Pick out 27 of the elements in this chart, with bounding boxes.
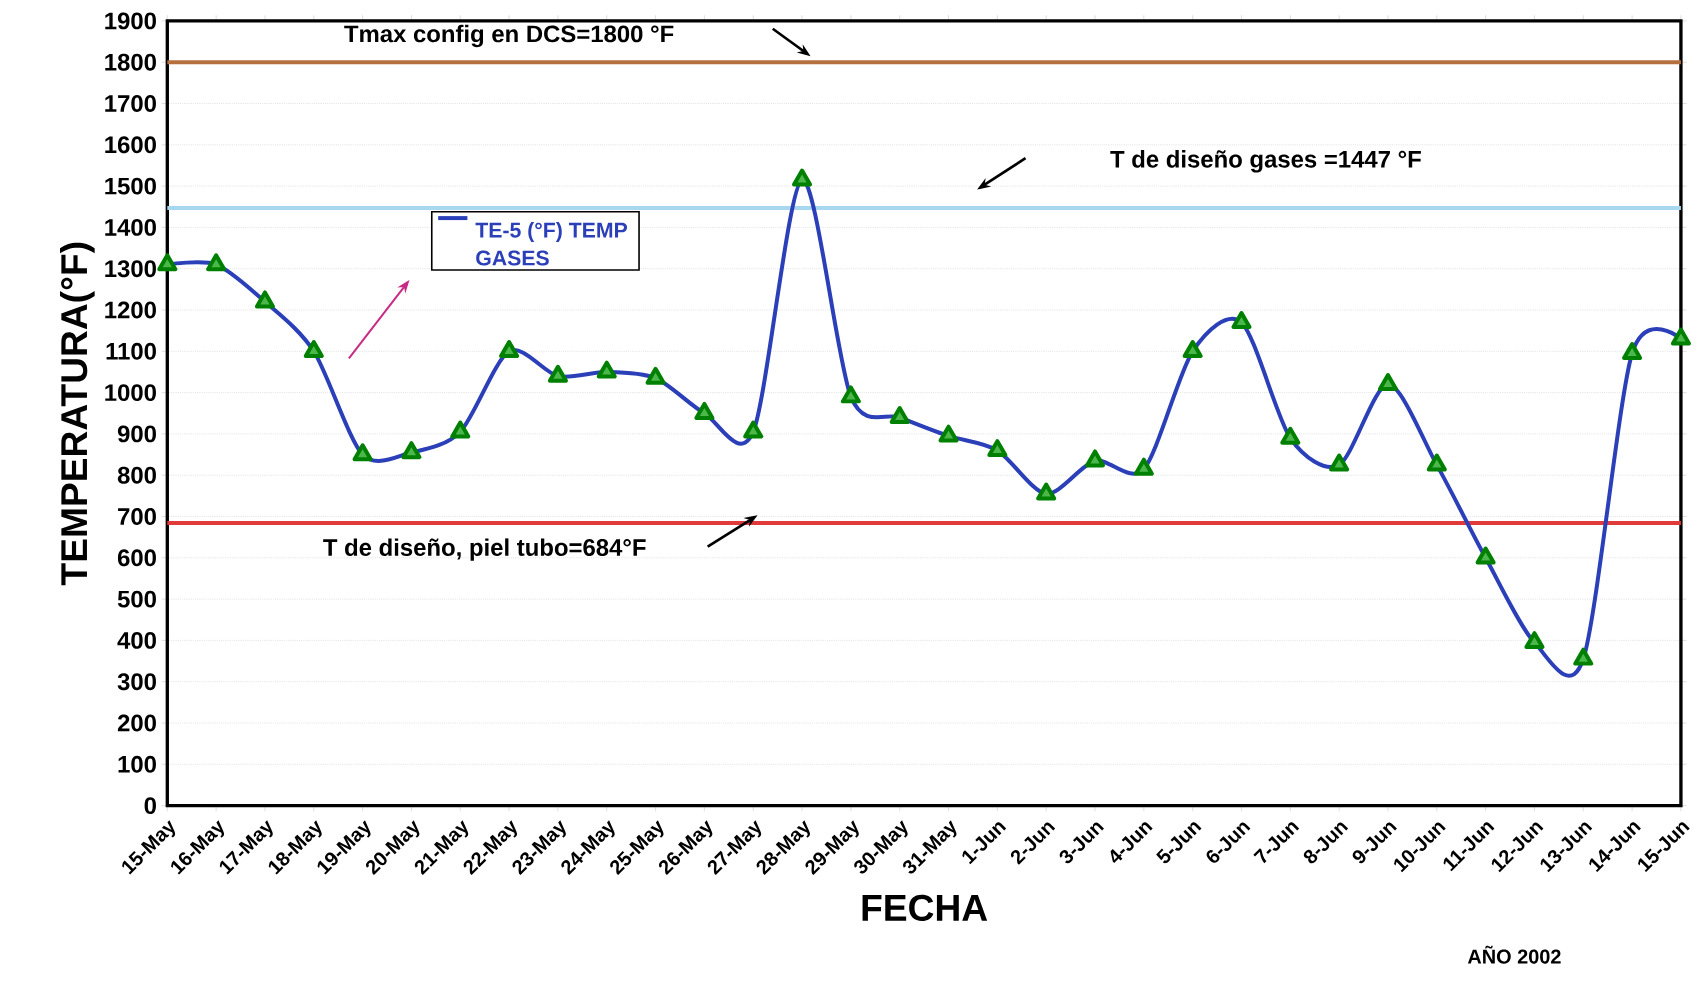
ref-line-label: T de diseño gases =1447 °F bbox=[1110, 150, 1421, 173]
y-tick-label: 400 bbox=[117, 632, 156, 649]
y-tick-label: 300 bbox=[117, 673, 156, 691]
y-tick-label: 0 bbox=[144, 797, 156, 815]
text: TE-5 (°F) TEMP GASES bbox=[475, 222, 628, 266]
y-tick-label: 1200 bbox=[105, 301, 156, 319]
y-axis-title: TEMPERATURA(°F) bbox=[60, 242, 95, 586]
y-tick-label: 1500 bbox=[105, 177, 156, 195]
y-tick-label: 1800 bbox=[105, 53, 156, 71]
y-tick-label: 1000 bbox=[105, 384, 156, 402]
y-tick-label: 1400 bbox=[105, 219, 156, 236]
y-tick-label: 600 bbox=[117, 549, 156, 567]
ref-line-label: T de diseño, piel tubo=684°F bbox=[323, 538, 646, 561]
y-tick-label: 1600 bbox=[105, 136, 156, 154]
y-tick-label: 1700 bbox=[105, 95, 156, 113]
y-tick-label: 700 bbox=[118, 508, 156, 526]
y-tick-label: 100 bbox=[118, 755, 156, 773]
y-tick-label: 500 bbox=[117, 590, 156, 608]
text: AÑO 2002 bbox=[1467, 945, 1561, 964]
x-axis-title: FECHA bbox=[862, 894, 988, 922]
y-tick-label: 900 bbox=[117, 425, 156, 443]
y-tick-label: 200 bbox=[117, 714, 156, 732]
y-tick-label: 1900 bbox=[105, 12, 156, 30]
y-tick-label: 800 bbox=[117, 466, 156, 484]
y-tick-label: 1300 bbox=[105, 260, 156, 278]
ref-line-label: Tmax config en DCS=1800 °F bbox=[344, 24, 674, 48]
y-tick-label: 1100 bbox=[106, 342, 156, 360]
